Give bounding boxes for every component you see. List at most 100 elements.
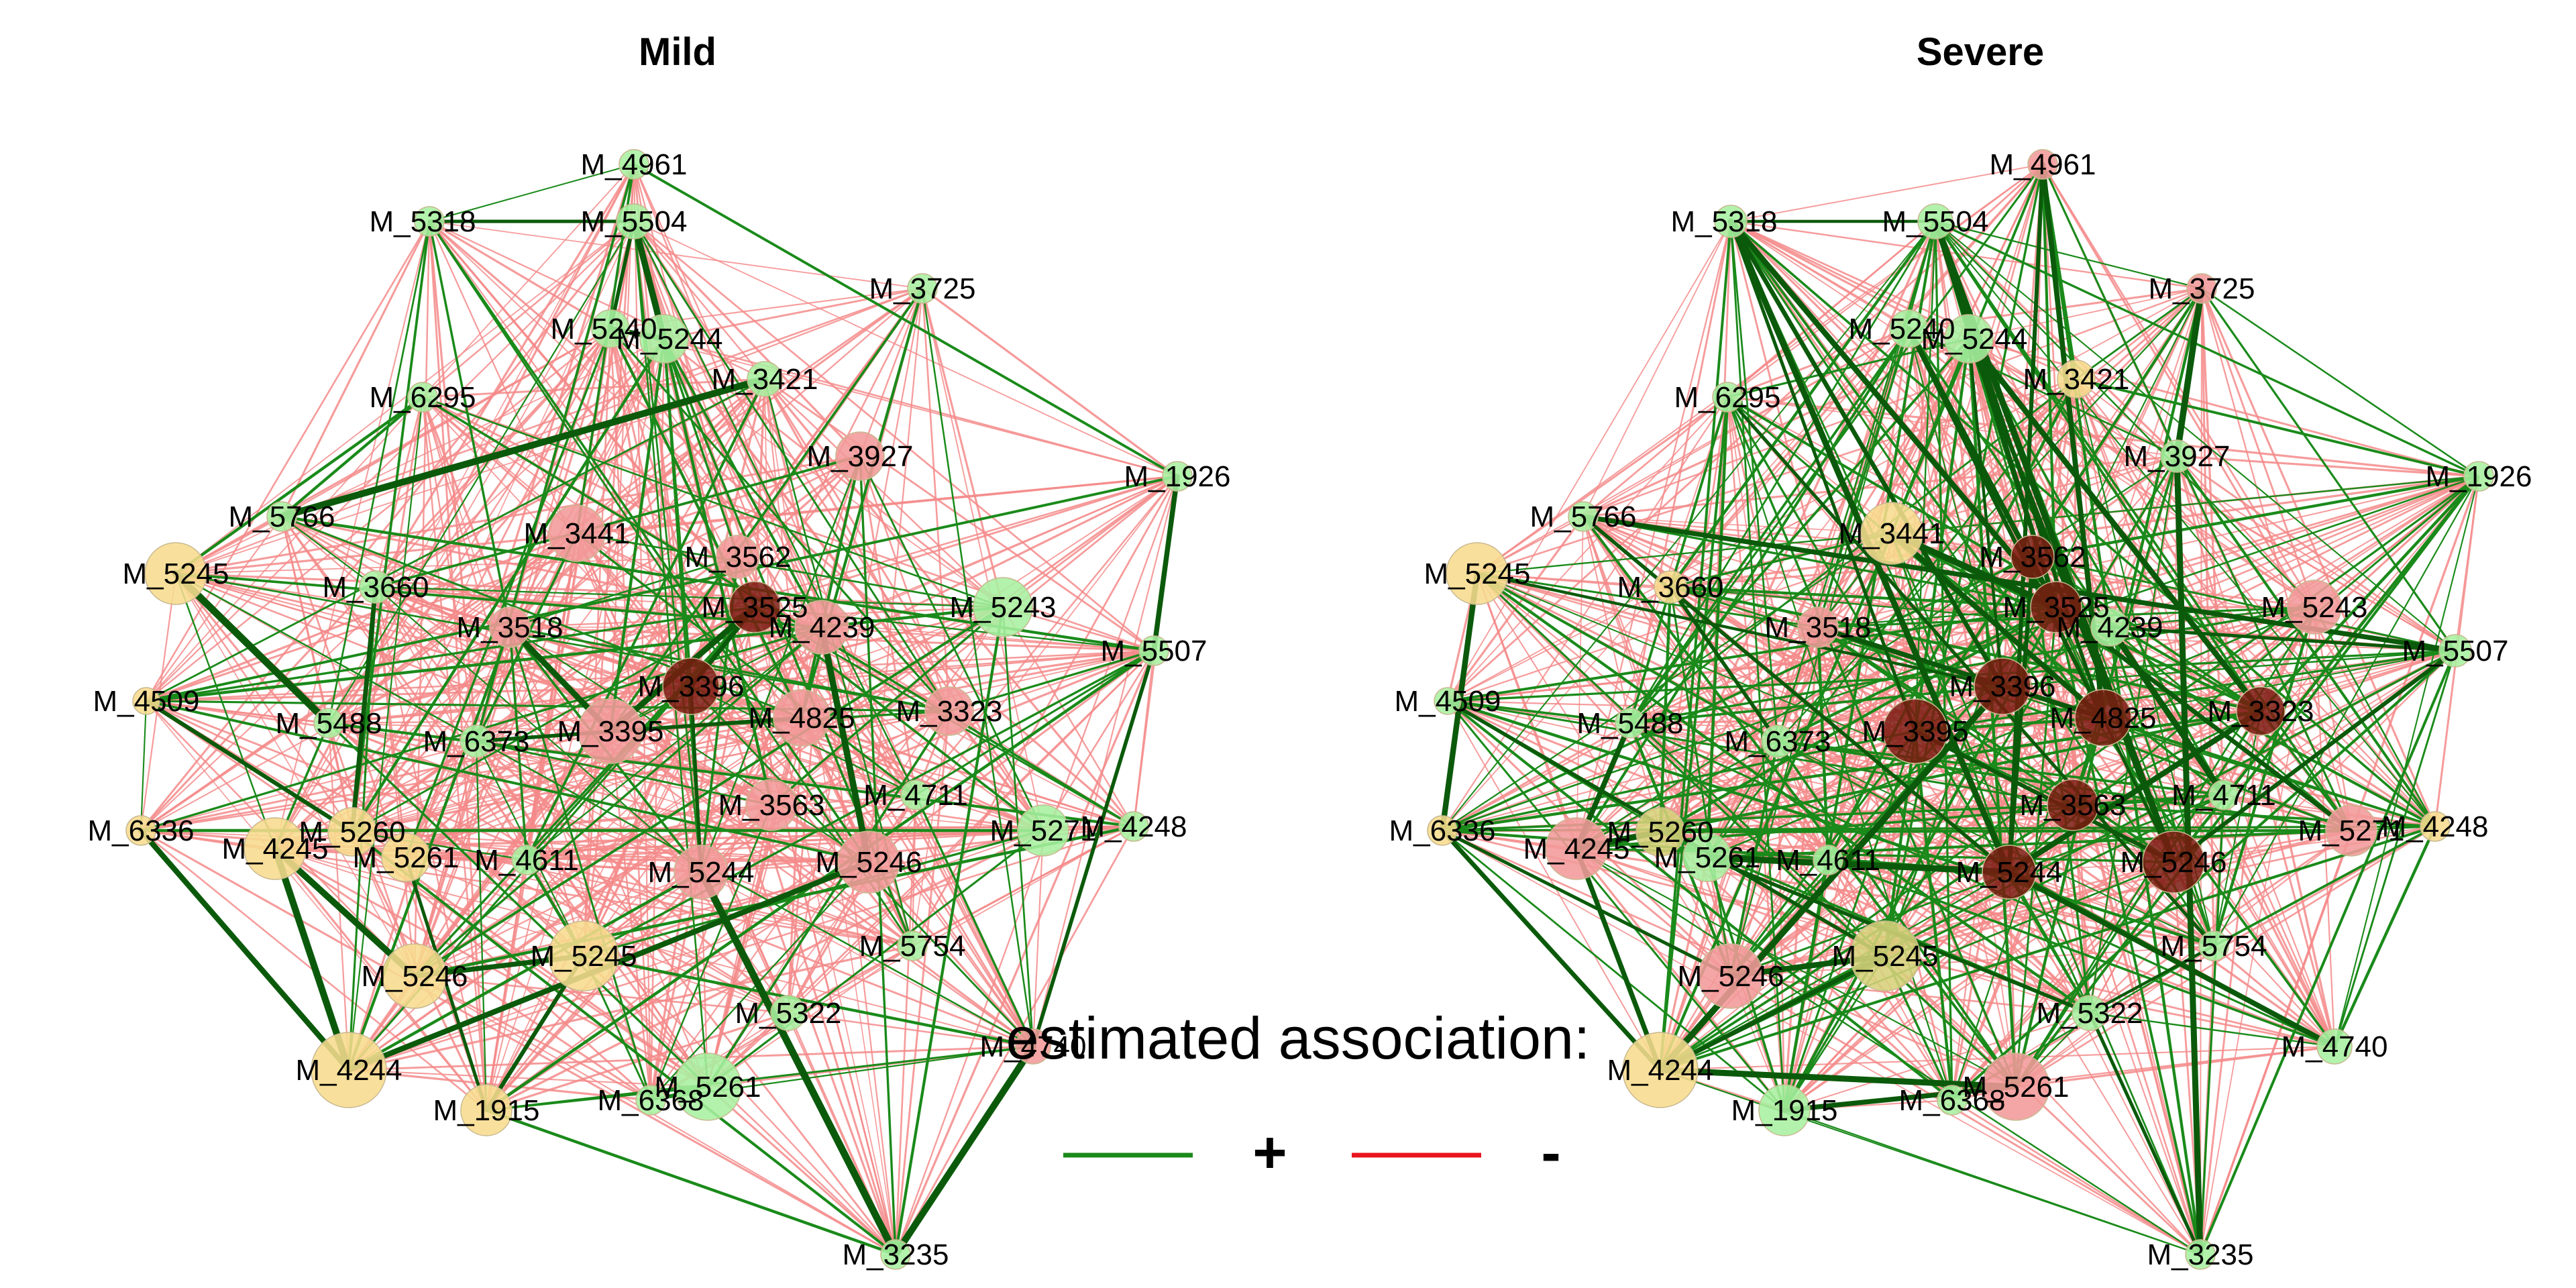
edge-positive — [413, 626, 823, 977]
node-m-3525 — [2030, 581, 2082, 633]
node-label: M_3235 — [842, 1238, 949, 1271]
edge-positive — [633, 163, 1178, 478]
edge-negative — [486, 861, 869, 1112]
edge-positive — [2089, 1012, 2335, 1048]
node-label: M_5246 — [361, 960, 468, 993]
edge-negative — [1582, 221, 1731, 517]
edge-positive-strong — [2006, 869, 2337, 1049]
edge-negative — [763, 378, 1135, 828]
node-m-5507 — [2438, 634, 2472, 667]
node-label: M_3725 — [869, 272, 975, 305]
node-m-5245 — [1446, 542, 1509, 605]
node-label: M_1926 — [1124, 460, 1230, 493]
edge-negative — [422, 378, 765, 398]
node-m-3518 — [1797, 606, 1839, 648]
edge-positive — [2199, 794, 2225, 1255]
edge-negative — [1727, 396, 2479, 478]
edge-positive — [1935, 220, 2479, 478]
edge-negative — [1968, 338, 2436, 827]
node-label: M_5261 — [1962, 1071, 2069, 1104]
node-label: M_1915 — [1731, 1094, 1837, 1127]
edge-negative — [633, 164, 702, 873]
edge-positive — [375, 455, 861, 588]
edge-negative — [633, 220, 861, 458]
node-label: M_5245 — [122, 557, 229, 590]
edge-negative — [2076, 378, 2178, 457]
node-label: M_3927 — [806, 440, 913, 473]
edge-positive-strong — [1815, 625, 2106, 720]
edge-negative — [894, 476, 1179, 1255]
edge-positive — [2212, 710, 2262, 947]
legend-negative-sign: - — [1541, 1119, 1560, 1185]
node-m-6295 — [1712, 382, 1743, 413]
edge-negative — [764, 378, 896, 1255]
edge-negative — [1777, 741, 2090, 1014]
node-label: M_3441 — [1838, 517, 1945, 550]
edge-negative — [2076, 378, 2436, 827]
edge-positive — [2076, 287, 2202, 380]
edge-positive — [1817, 606, 2057, 629]
edge-negative — [2109, 475, 2479, 629]
edge-negative — [374, 164, 635, 588]
node-label: M_5271 — [989, 814, 1096, 847]
edge-positive-strong — [1657, 1067, 2019, 1090]
node-m-5260 — [1635, 807, 1685, 857]
edge-positive — [1935, 221, 2436, 827]
edge-positive-strong — [144, 698, 355, 835]
edge-positive-strong — [1906, 326, 2106, 720]
edge-positive — [1576, 847, 2201, 1256]
node-label: M_4740 — [979, 1030, 1086, 1063]
edge-positive — [576, 532, 1004, 608]
edge-negative — [1951, 1099, 2201, 1256]
node-label: M_5245 — [530, 940, 637, 973]
node-label: M_5246 — [815, 846, 922, 879]
edge-positive — [1783, 731, 1917, 1111]
edge-negative — [2313, 606, 2353, 831]
edge-negative — [1730, 164, 2043, 222]
edge-negative — [352, 740, 477, 833]
edge-negative — [175, 378, 765, 574]
edge-positive — [347, 396, 424, 1071]
edge-negative — [375, 586, 584, 957]
edge-positive — [1447, 700, 1631, 724]
edge-negative — [706, 717, 803, 1087]
edge-negative — [327, 328, 612, 724]
node-label: M_5260 — [1607, 816, 1713, 849]
edge-negative — [1817, 627, 2201, 1255]
node-m-5754 — [2198, 930, 2229, 961]
edge-negative — [1707, 730, 1916, 859]
node-m-5271 — [2325, 804, 2377, 857]
node-m-6295 — [407, 382, 438, 413]
node-label: M_3562 — [1979, 541, 2086, 574]
node-label: M_5243 — [2261, 591, 2367, 624]
edge-negative — [1729, 627, 1819, 977]
edge-positive — [1660, 475, 2479, 1071]
panel-title-severe: Severe — [1917, 30, 2044, 74]
edge-positive-strong — [689, 684, 703, 874]
edge-positive — [2102, 716, 2436, 828]
edge-positive — [707, 829, 1044, 1088]
node-m-3396 — [662, 657, 720, 715]
edge-positive — [508, 627, 528, 861]
edge-positive — [1727, 337, 1970, 398]
edge-positive — [1890, 532, 2225, 796]
node-m-4740 — [2316, 1028, 2353, 1065]
edge-positive — [2032, 474, 2479, 559]
edge-negative — [348, 1069, 708, 1088]
node-m-3441 — [1860, 502, 1923, 565]
edge-positive — [1447, 606, 2057, 702]
edge-negative — [1730, 975, 2090, 1014]
node-label: M_5260 — [299, 816, 405, 849]
edge-positive — [476, 740, 772, 806]
edge-negative — [1660, 830, 1829, 861]
edge-negative — [1447, 700, 2352, 831]
edge-negative — [1776, 741, 1786, 1111]
edge-negative — [1659, 221, 1937, 833]
edge-negative — [610, 730, 1034, 1048]
node-label: M_3562 — [684, 541, 791, 574]
edge-negative — [1442, 741, 1778, 831]
node-m-4245 — [244, 817, 307, 880]
edge-negative — [1730, 717, 2104, 977]
legend: estimated association: + - — [1006, 1005, 1591, 1185]
edge-negative — [422, 396, 578, 535]
